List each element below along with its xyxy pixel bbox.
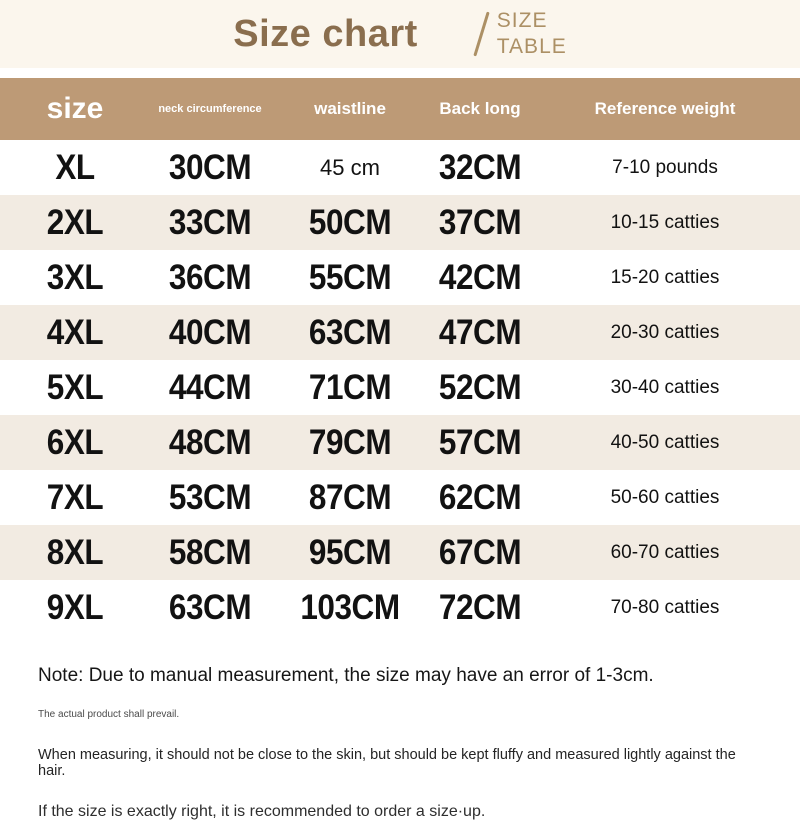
table-row: 9XL 63CM 103CM 72CM 70-80 catties xyxy=(0,580,800,635)
cell-neck: 48CM xyxy=(168,422,252,462)
subtitle-line2: TABLE xyxy=(496,35,567,58)
cell-waistline: 87CM xyxy=(308,477,392,517)
table-row: 3XL 36CM 55CM 42CM 15-20 catties xyxy=(0,250,800,305)
cell-waistline: 71CM xyxy=(308,367,392,407)
cell-back-long: 52CM xyxy=(438,367,522,407)
cell-waistline: 55CM xyxy=(308,257,392,297)
cell-neck: 58CM xyxy=(168,532,252,572)
note-actual-product: The actual product shall prevail. xyxy=(38,709,180,720)
cell-neck: 36CM xyxy=(168,257,252,297)
header-reference-weight: Reference weight xyxy=(594,99,736,118)
header-neck-circumference: neck circumference xyxy=(158,103,262,115)
table-row: 2XL 33CM 50CM 37CM 10-15 catties xyxy=(0,195,800,250)
page-subtitle: SIZE TABLE xyxy=(497,8,567,59)
cell-waistline: 95CM xyxy=(308,532,392,572)
table-row: 6XL 48CM 79CM 57CM 40-50 catties xyxy=(0,415,800,470)
cell-weight: 50-60 catties xyxy=(610,486,720,508)
cell-neck: 63CM xyxy=(168,587,252,627)
cell-waistline: 79CM xyxy=(308,422,392,462)
cell-size: 5XL xyxy=(46,367,104,407)
slash-divider xyxy=(473,11,490,57)
cell-neck: 53CM xyxy=(168,477,252,517)
cell-waistline: 103CM xyxy=(300,587,400,627)
table-row: 5XL 44CM 71CM 52CM 30-40 catties xyxy=(0,360,800,415)
cell-back-long: 62CM xyxy=(438,477,522,517)
table-row: 4XL 40CM 63CM 47CM 20-30 catties xyxy=(0,305,800,360)
cell-size: XL xyxy=(55,147,95,187)
cell-neck: 40CM xyxy=(168,312,252,352)
cell-weight: 60-70 catties xyxy=(610,541,720,563)
cell-weight: 7-10 pounds xyxy=(612,156,718,178)
cell-back-long: 42CM xyxy=(438,257,522,297)
note-measurement-error: Note: Due to manual measurement, the siz… xyxy=(38,665,654,686)
note-size-up: If the size is exactly right, it is reco… xyxy=(38,803,486,820)
cell-size: 9XL xyxy=(46,587,104,627)
notes-section: Note: Due to manual measurement, the siz… xyxy=(0,635,800,821)
size-table-body: XL 30CM 45 cm 32CM 7-10 pounds 2XL 33CM 50CM 37C… xyxy=(0,140,800,635)
header-size: size xyxy=(46,92,104,125)
table-row: XL 30CM 45 cm 32CM 7-10 pounds xyxy=(0,140,800,195)
title-banner: Size chart SIZE TABLE xyxy=(0,0,800,78)
cell-size: 8XL xyxy=(46,532,104,572)
cell-back-long: 37CM xyxy=(438,202,522,242)
cell-back-long: 32CM xyxy=(438,147,522,187)
note-measuring-method: When measuring, it should not be close t… xyxy=(38,747,736,779)
cell-size: 7XL xyxy=(46,477,104,517)
cell-weight: 70-80 catties xyxy=(610,596,720,618)
cell-size: 3XL xyxy=(46,257,104,297)
cell-waistline: 50CM xyxy=(308,202,392,242)
cell-waistline: 45 cm xyxy=(320,154,380,180)
page-title: Size chart xyxy=(233,12,418,55)
cell-weight: 15-20 catties xyxy=(610,266,720,288)
title-banner-inner: Size chart SIZE TABLE xyxy=(0,0,800,68)
header-back-long: Back long xyxy=(439,99,521,118)
cell-size: 6XL xyxy=(46,422,104,462)
cell-back-long: 72CM xyxy=(438,587,522,627)
cell-back-long: 57CM xyxy=(438,422,522,462)
subtitle-line1: SIZE xyxy=(496,9,548,33)
cell-neck: 33CM xyxy=(168,202,252,242)
cell-weight: 40-50 catties xyxy=(610,431,720,453)
header-waistline: waistline xyxy=(314,99,386,118)
cell-weight: 10-15 catties xyxy=(610,211,720,233)
cell-neck: 30CM xyxy=(168,147,252,187)
cell-back-long: 67CM xyxy=(438,532,522,572)
table-row: 8XL 58CM 95CM 67CM 60-70 catties xyxy=(0,525,800,580)
table-header-row: size neck circumference waistline Back l… xyxy=(0,78,800,140)
cell-weight: 20-30 catties xyxy=(610,321,720,343)
cell-back-long: 47CM xyxy=(438,312,522,352)
cell-size: 4XL xyxy=(46,312,104,352)
cell-waistline: 63CM xyxy=(308,312,392,352)
cell-weight: 30-40 catties xyxy=(610,376,720,398)
cell-neck: 44CM xyxy=(168,367,252,407)
table-row: 7XL 53CM 87CM 62CM 50-60 catties xyxy=(0,470,800,525)
cell-size: 2XL xyxy=(46,202,104,242)
